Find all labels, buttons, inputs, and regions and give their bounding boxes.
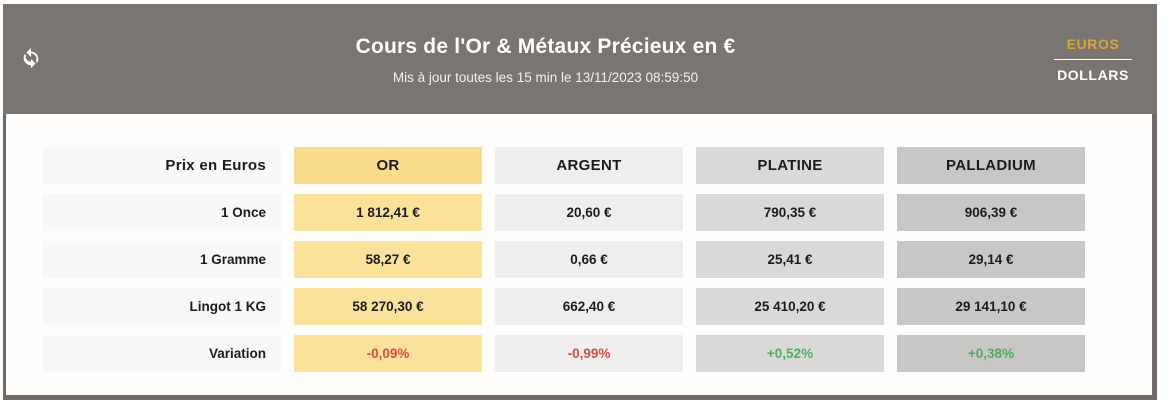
price-cell-argent: 20,60 € <box>495 194 683 231</box>
variation-cell-platine: +0,52% <box>696 335 884 372</box>
price-cell-or: 58 270,30 € <box>294 288 482 325</box>
row-label: 1 Gramme <box>43 241 281 278</box>
refresh-icon <box>20 47 42 72</box>
column-header-or: OR <box>294 147 482 184</box>
price-cell-palladium: 29,14 € <box>897 241 1085 278</box>
row-label: Lingot 1 KG <box>43 288 281 325</box>
row-label: 1 Once <box>43 194 281 231</box>
price-cell-palladium: 906,39 € <box>897 194 1085 231</box>
widget-header: Cours de l'Or & Métaux Précieux en € Mis… <box>3 4 1157 114</box>
row-label: Variation <box>43 335 281 372</box>
variation-cell-or: -0,09% <box>294 335 482 372</box>
table-row: Variation -0,09% -0,99% +0,52% +0,38% <box>43 335 1152 372</box>
price-cell-or: 1 812,41 € <box>294 194 482 231</box>
column-header-argent: ARGENT <box>495 147 683 184</box>
currency-euros-tab[interactable]: EUROS <box>1066 35 1120 52</box>
last-updated-text: Mis à jour toutes les 15 min le 13/11/20… <box>392 70 699 85</box>
table-row: 1 Once 1 812,41 € 20,60 € 790,35 € 906,39 € <box>43 194 1152 231</box>
price-table: Prix en Euros OR ARGENT PLATINE PALLADIUM 1 O… <box>43 147 1152 372</box>
price-cell-palladium: 29 141,10 € <box>897 288 1085 325</box>
column-header-platine: PLATINE <box>696 147 884 184</box>
price-cell-platine: 25 410,20 € <box>696 288 884 325</box>
currency-dollars-tab[interactable]: DOLLARS <box>1057 66 1129 83</box>
refresh-button[interactable] <box>16 43 46 76</box>
currency-toggle: EUROS DOLLARS <box>1045 36 1141 83</box>
header-titles: Cours de l'Or & Métaux Précieux en € Mis… <box>46 33 1045 85</box>
variation-cell-argent: -0,99% <box>495 335 683 372</box>
price-cell-platine: 790,35 € <box>696 194 884 231</box>
price-table-panel: Prix en Euros OR ARGENT PLATINE PALLADIUM 1 O… <box>3 114 1157 400</box>
price-cell-argent: 662,40 € <box>495 288 683 325</box>
page-title: Cours de l'Or & Métaux Précieux en € <box>355 35 736 58</box>
corner-header-label: Prix en Euros <box>43 147 281 184</box>
column-header-palladium: PALLADIUM <box>897 147 1085 184</box>
variation-cell-palladium: +0,38% <box>897 335 1085 372</box>
table-row: 1 Gramme 58,27 € 0,66 € 25,41 € 29,14 € <box>43 241 1152 278</box>
gold-price-widget: Cours de l'Or & Métaux Précieux en € Mis… <box>3 4 1157 400</box>
price-cell-argent: 0,66 € <box>495 241 683 278</box>
currency-tab-underline <box>1054 58 1132 60</box>
price-cell-or: 58,27 € <box>294 241 482 278</box>
table-header-row: Prix en Euros OR ARGENT PLATINE PALLADIUM <box>43 147 1152 184</box>
table-row: Lingot 1 KG 58 270,30 € 662,40 € 25 410,20 … <box>43 288 1152 325</box>
price-cell-platine: 25,41 € <box>696 241 884 278</box>
